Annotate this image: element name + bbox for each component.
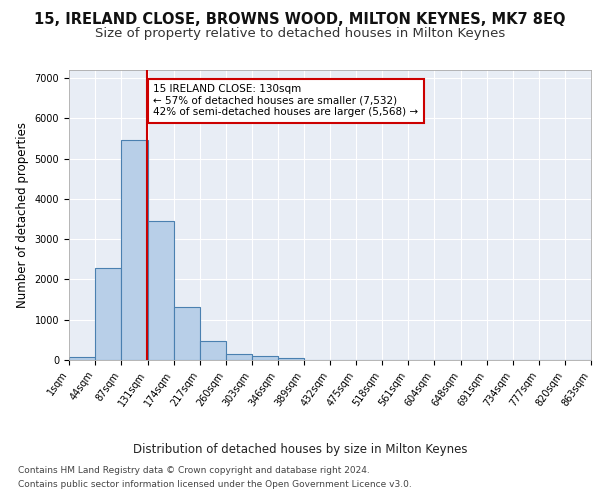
Bar [174,307,200,360]
Y-axis label: Number of detached properties: Number of detached properties [16,122,29,308]
Text: Contains HM Land Registry data © Crown copyright and database right 2024.: Contains HM Land Registry data © Crown c… [18,466,370,475]
Bar [95,268,121,360]
Text: 15, IRELAND CLOSE, BROWNS WOOD, MILTON KEYNES, MK7 8EQ: 15, IRELAND CLOSE, BROWNS WOOD, MILTON K… [34,12,566,28]
Bar [278,358,304,360]
Bar [148,222,174,360]
Bar [200,342,226,360]
Bar [226,354,252,360]
Bar [121,140,148,360]
Text: Size of property relative to detached houses in Milton Keynes: Size of property relative to detached ho… [95,28,505,40]
Bar [69,357,95,360]
Text: Contains public sector information licensed under the Open Government Licence v3: Contains public sector information licen… [18,480,412,489]
Text: Distribution of detached houses by size in Milton Keynes: Distribution of detached houses by size … [133,442,467,456]
Bar [252,356,278,360]
Text: 15 IRELAND CLOSE: 130sqm
← 57% of detached houses are smaller (7,532)
42% of sem: 15 IRELAND CLOSE: 130sqm ← 57% of detach… [153,84,418,117]
